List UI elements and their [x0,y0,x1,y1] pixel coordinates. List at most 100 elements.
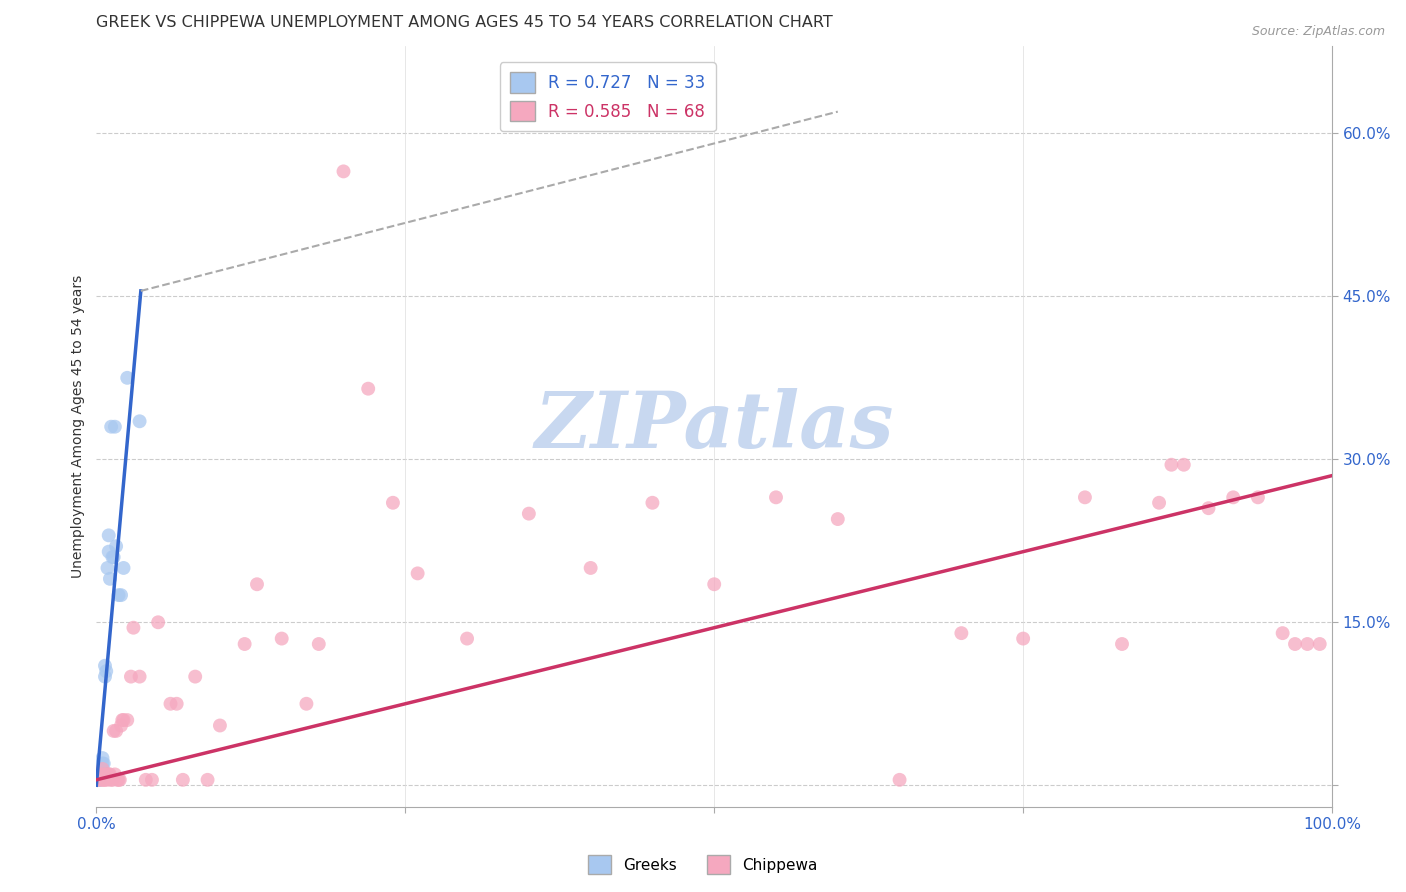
Point [105,723,128,738]
Point [100,419,122,434]
Y-axis label: Unemployment Among Ages 45 to 54 years: Unemployment Among Ages 45 to 54 years [72,275,86,578]
Point [579,561,602,575]
Point [90,770,112,784]
Point [108,772,131,787]
Point [172,772,194,787]
Text: Source: ZipAtlas.com: Source: ZipAtlas.com [1251,25,1385,38]
Point [112,713,135,727]
Point [89,767,111,781]
Point [89,772,111,787]
Point [104,767,127,781]
Point [101,550,124,565]
Point [93,767,115,781]
Point [87,772,110,787]
Point [308,637,330,651]
Point [117,713,139,727]
Point [107,772,129,787]
Point [87,767,110,781]
Point [91,762,114,776]
Point [1247,491,1270,505]
Point [89,772,111,787]
Point [86,772,108,787]
Point [357,382,380,396]
Text: GREEK VS CHIPPEWA UNEMPLOYMENT AMONG AGES 45 TO 54 YEARS CORRELATION CHART: GREEK VS CHIPPEWA UNEMPLOYMENT AMONG AGE… [97,15,834,30]
Point [91,756,114,771]
Point [94,767,117,781]
Legend: R = 0.727   N = 33, R = 0.585   N = 68: R = 0.727 N = 33, R = 0.585 N = 68 [501,62,716,131]
Point [1074,491,1097,505]
Point [184,670,207,684]
Point [91,762,114,776]
Point [1309,637,1331,651]
Point [90,767,112,781]
Point [111,713,134,727]
Point [93,756,115,771]
Point [96,561,118,575]
Point [1198,501,1220,516]
Point [97,544,120,558]
Point [89,771,111,785]
Point [406,566,429,581]
Point [104,419,127,434]
Point [90,767,112,781]
Point [96,664,118,678]
Point [197,772,219,787]
Point [128,670,150,684]
Point [97,767,120,781]
Point [1222,491,1244,505]
Point [950,626,973,640]
Point [246,577,269,591]
Point [105,539,128,553]
Point [1012,632,1035,646]
Point [122,621,145,635]
Point [517,507,540,521]
Point [1271,626,1294,640]
Point [97,528,120,542]
Point [1173,458,1195,472]
Point [456,632,478,646]
Point [703,577,725,591]
Point [105,772,128,787]
Point [295,697,318,711]
Text: ZIPatlas: ZIPatlas [534,388,894,465]
Point [110,718,132,732]
Point [141,772,163,787]
Point [332,164,354,178]
Point [107,588,129,602]
Point [889,772,911,787]
Point [1147,496,1170,510]
Point [94,772,117,787]
Point [96,772,118,787]
Point [91,751,114,765]
Point [110,588,132,602]
Point [1284,637,1306,651]
Point [87,767,110,781]
Point [100,772,122,787]
Legend: Greeks, Chippewa: Greeks, Chippewa [582,849,824,880]
Point [135,772,157,787]
Point [94,670,117,684]
Point [1296,637,1319,651]
Point [270,632,292,646]
Point [1111,637,1133,651]
Point [233,637,256,651]
Point [1160,458,1182,472]
Point [117,371,139,385]
Point [93,772,115,787]
Point [128,414,150,428]
Point [641,496,664,510]
Point [103,723,125,738]
Point [381,496,404,510]
Point [98,572,121,586]
Point [96,767,118,781]
Point [98,767,121,781]
Point [86,772,108,787]
Point [827,512,849,526]
Point [765,491,787,505]
Point [112,561,135,575]
Point [86,770,108,784]
Point [166,697,188,711]
Point [101,772,124,787]
Point [91,767,114,781]
Point [146,615,169,630]
